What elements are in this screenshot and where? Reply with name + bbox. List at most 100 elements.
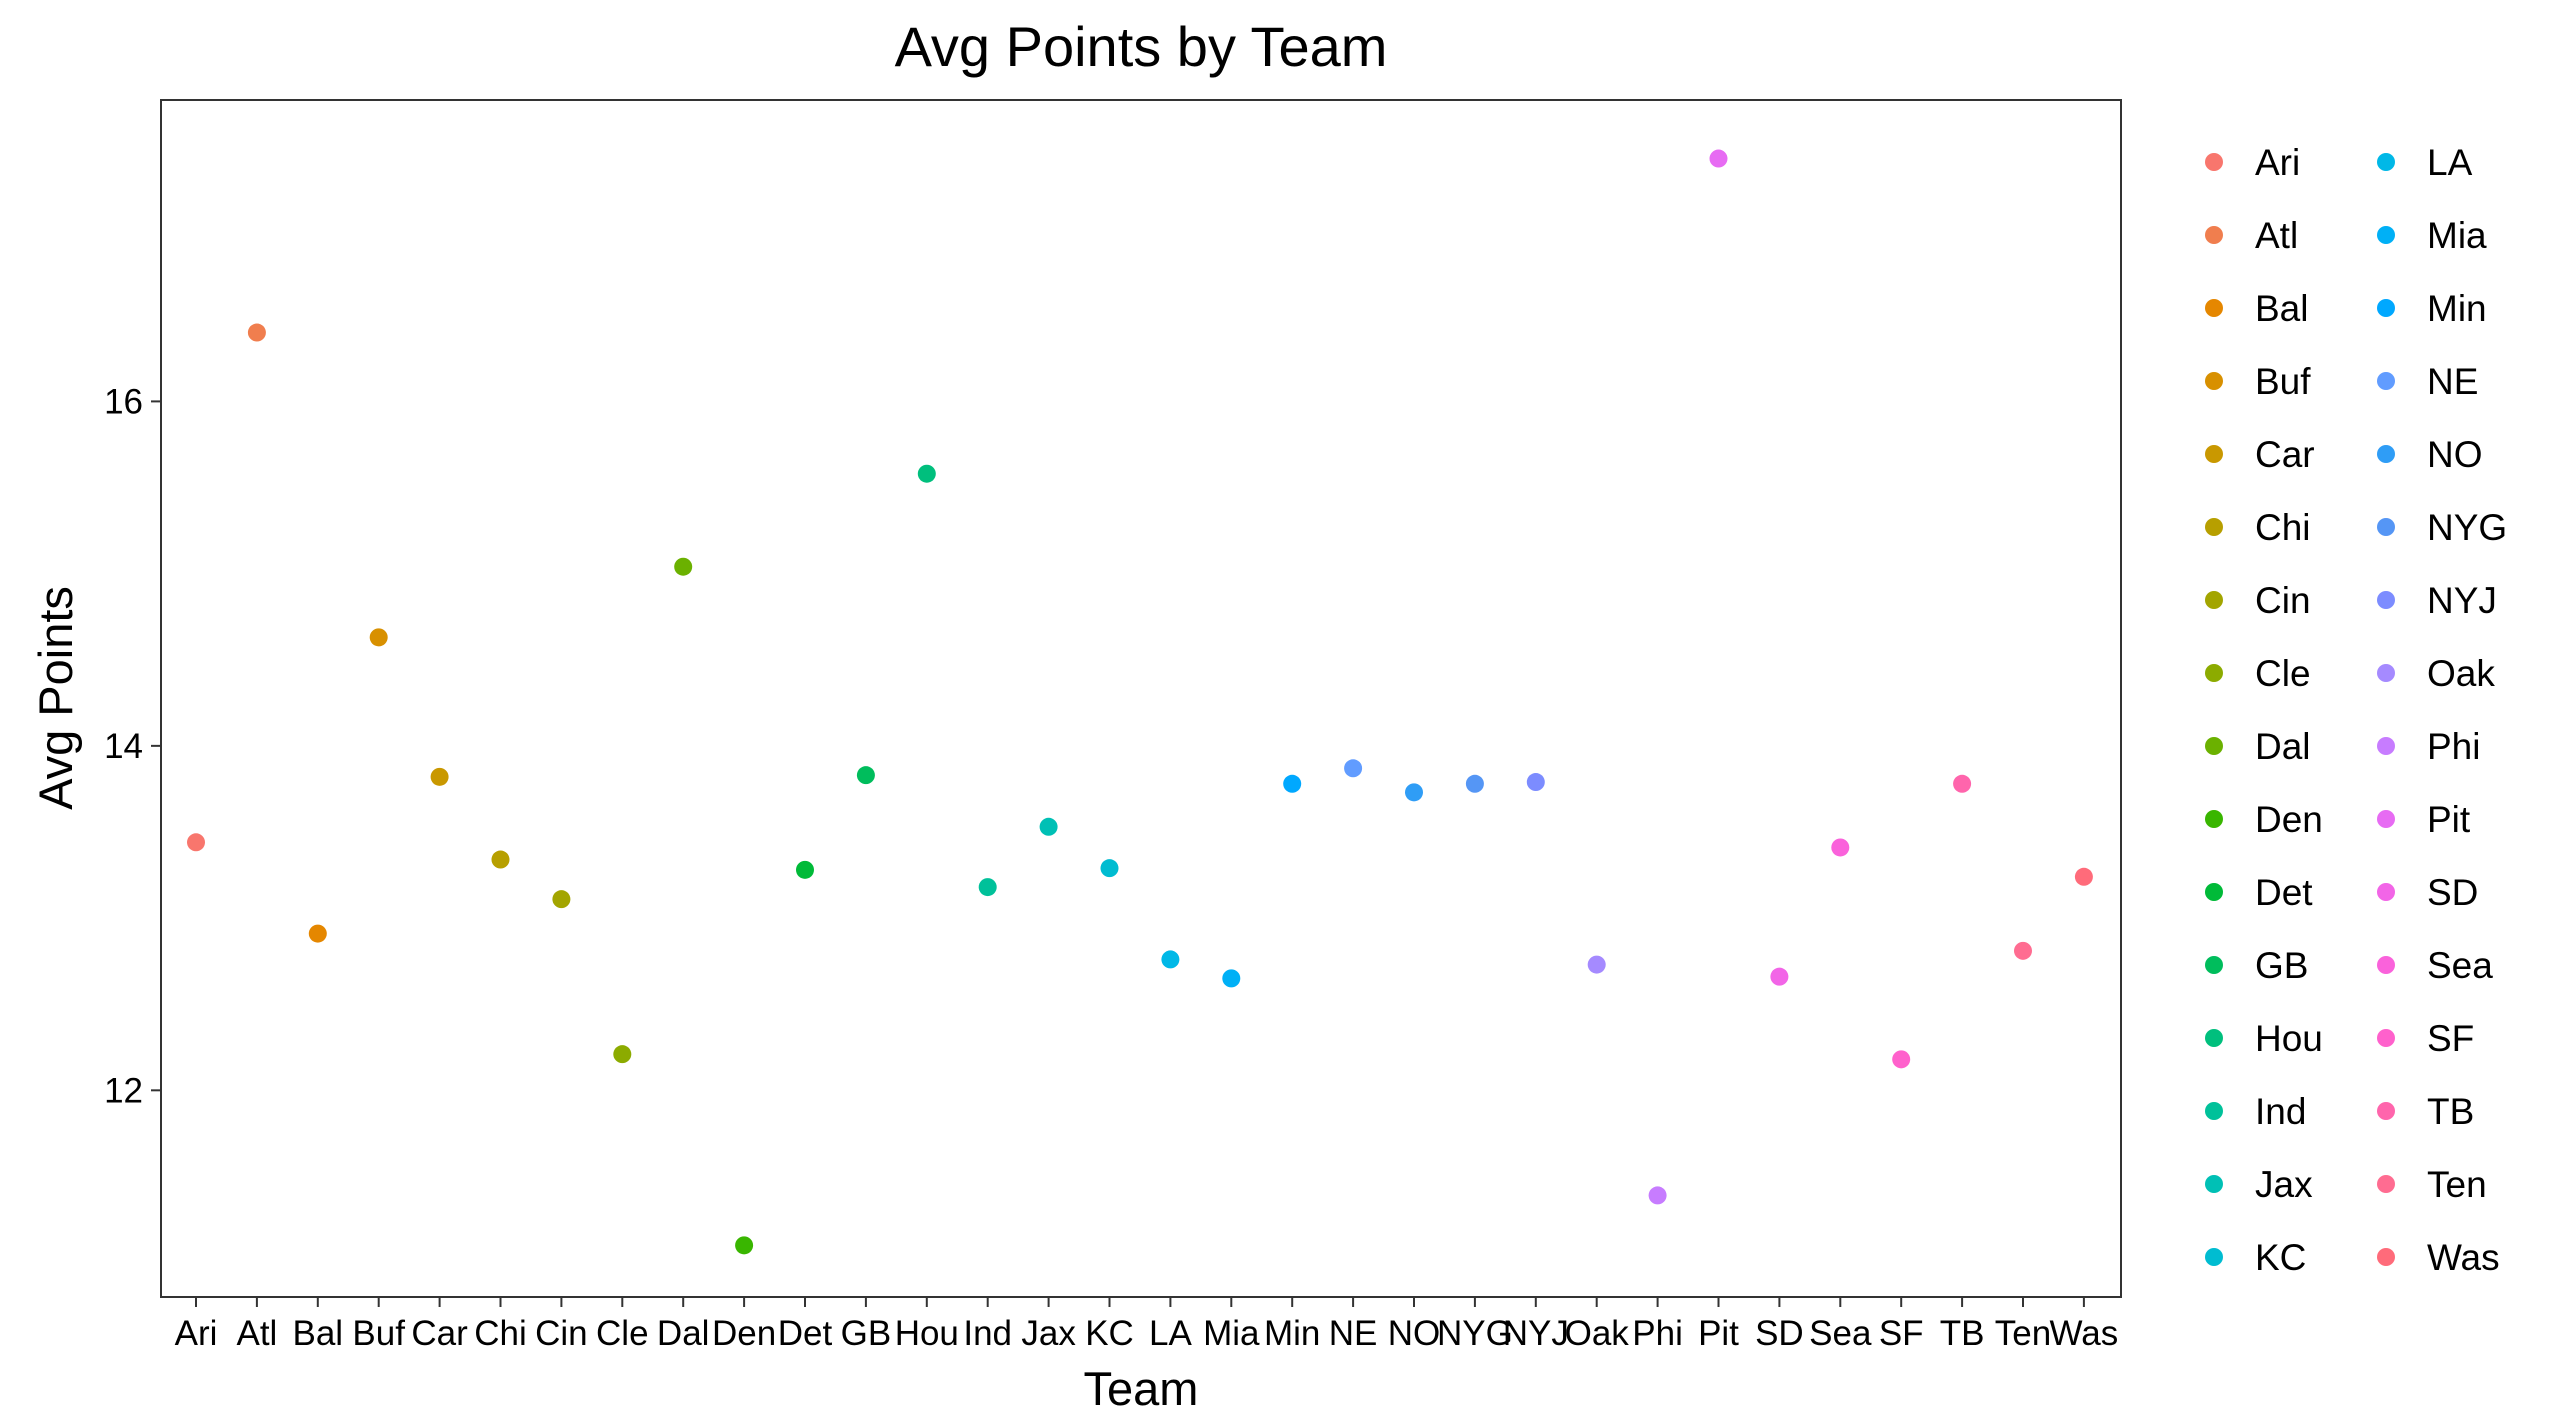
x-tick-label: NO	[1388, 1314, 1441, 1353]
x-axis-title: Team	[1084, 1362, 1199, 1415]
data-point	[1953, 774, 1972, 793]
legend-label: Jax	[2255, 1164, 2313, 1205]
y-tick-label: 14	[104, 727, 143, 766]
legend-label: Min	[2427, 288, 2487, 329]
legend-key	[2205, 810, 2223, 828]
data-point	[1100, 859, 1119, 878]
x-tick-label: SF	[1879, 1314, 1924, 1353]
legend-label: Den	[2255, 799, 2323, 840]
legend-key	[2377, 1029, 2395, 1047]
legend-label: NYG	[2427, 507, 2507, 548]
x-tick-label: Ten	[1995, 1314, 2051, 1353]
data-point	[247, 323, 266, 342]
legend-label: Cle	[2255, 653, 2311, 694]
legend-label: Ind	[2255, 1091, 2306, 1132]
legend-key	[2205, 737, 2223, 755]
legend-key	[2377, 372, 2395, 390]
legend-key	[2205, 518, 2223, 536]
legend-label: Bal	[2255, 288, 2308, 329]
legend-label: Atl	[2255, 215, 2298, 256]
data-point	[1587, 955, 1606, 974]
data-point	[1283, 774, 1302, 793]
legend-key	[2377, 226, 2395, 244]
x-tick-label: Jax	[1021, 1314, 1076, 1353]
legend-label: Sea	[2427, 945, 2493, 986]
legend-label: Car	[2255, 434, 2315, 475]
data-point	[552, 890, 571, 909]
x-tick-label: Oak	[1565, 1314, 1630, 1353]
legend-key	[2377, 664, 2395, 682]
legend-label: GB	[2255, 945, 2308, 986]
x-tick-label: TB	[1940, 1314, 1985, 1353]
legend-label: Cin	[2255, 580, 2311, 621]
data-point	[2014, 941, 2032, 960]
legend-label: Ten	[2427, 1164, 2487, 1205]
x-tick-label: NE	[1329, 1314, 1378, 1353]
data-point	[735, 1236, 754, 1255]
legend-label: NYJ	[2427, 580, 2497, 621]
chart-title: Avg Points by Team	[895, 15, 1388, 78]
x-tick-label: KC	[1085, 1314, 1134, 1353]
legend-key	[2377, 810, 2395, 828]
legend-label: Det	[2255, 872, 2313, 913]
legend-label: Dal	[2255, 726, 2311, 767]
x-tick-label: Was	[2050, 1314, 2119, 1353]
legend-key	[2377, 518, 2395, 536]
data-point	[1405, 783, 1423, 802]
y-axis-title: Avg Points	[29, 586, 82, 810]
legend-key	[2205, 445, 2223, 463]
x-tick-label: Mia	[1203, 1314, 1260, 1353]
data-point	[1039, 817, 1058, 836]
legend-key	[2205, 226, 2223, 244]
legend-key	[2377, 883, 2395, 901]
legend-label: Oak	[2427, 653, 2495, 694]
legend-label: Pit	[2427, 799, 2471, 840]
legend: Ari Atl Bal Buf Car Chi Cin Cle Dal Den Det GB Hou In…	[2205, 142, 2507, 1278]
x-tick-label: SD	[1755, 1314, 1804, 1353]
data-point	[187, 833, 205, 852]
plot-panel	[160, 99, 2122, 1298]
legend-label: LA	[2427, 142, 2473, 183]
data-point	[430, 767, 449, 786]
legend-label: KC	[2255, 1237, 2306, 1278]
x-tick-label: Hou	[895, 1314, 959, 1353]
data-point	[1344, 759, 1363, 778]
legend-label: Hou	[2255, 1018, 2323, 1059]
x-tick-label: Buf	[352, 1314, 405, 1353]
x-tick-label: Car	[411, 1314, 468, 1353]
legend-label: NO	[2427, 434, 2483, 475]
data-point	[613, 1045, 632, 1064]
x-tick-label: Ari	[175, 1314, 218, 1353]
legend-key	[2205, 1175, 2223, 1193]
legend-key	[2205, 591, 2223, 609]
legend-key	[2205, 372, 2223, 390]
data-point	[796, 860, 814, 879]
x-tick-label: NYG	[1437, 1314, 1513, 1353]
x-tick-label: Cle	[596, 1314, 649, 1353]
x-tick-label: Den	[712, 1314, 776, 1353]
legend-key	[2205, 883, 2223, 901]
legend-label: Mia	[2427, 215, 2487, 256]
x-tick-label: Min	[1264, 1314, 1320, 1353]
x-axis: Ari Atl Bal Buf Car Chi Cin Cle Dal Den Det GB Hou In…	[175, 1297, 2119, 1353]
data-point	[1648, 1186, 1667, 1205]
data-point	[1161, 950, 1180, 969]
legend-label: Chi	[2255, 507, 2311, 548]
legend-key	[2377, 1102, 2395, 1120]
y-tick-label: 16	[104, 382, 143, 421]
legend-key	[2377, 153, 2395, 171]
x-tick-label: Pit	[1698, 1314, 1739, 1353]
data-point	[2074, 867, 2093, 886]
legend-key	[2205, 299, 2223, 317]
y-tick-label: 12	[104, 1071, 143, 1110]
x-tick-label: Cin	[535, 1314, 588, 1353]
legend-label: Was	[2427, 1237, 2500, 1278]
x-tick-label: Det	[778, 1314, 833, 1353]
legend-key	[2377, 1175, 2395, 1193]
x-tick-label: Phi	[1632, 1314, 1683, 1353]
data-point	[1526, 773, 1545, 792]
legend-key	[2377, 299, 2395, 317]
legend-key	[2205, 1102, 2223, 1120]
legend-label: Buf	[2255, 361, 2311, 402]
